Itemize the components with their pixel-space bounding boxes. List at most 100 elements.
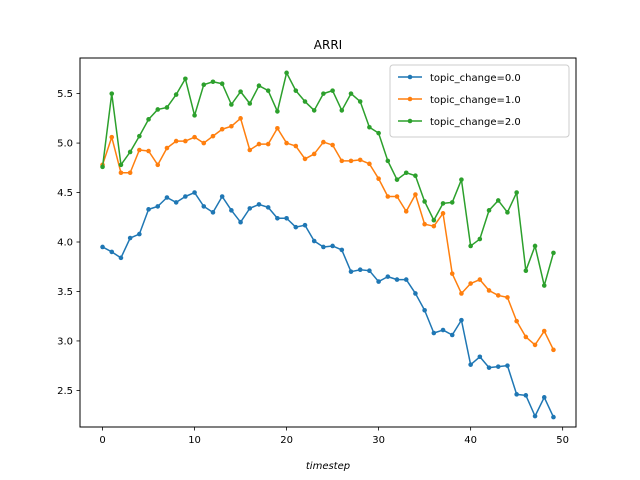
- data-point: [284, 140, 289, 146]
- data-point: [551, 347, 556, 353]
- data-point: [385, 158, 391, 164]
- series-0: [100, 190, 556, 420]
- data-point: [514, 318, 519, 324]
- y-tick-label: 4.5: [57, 188, 73, 199]
- data-point: [495, 364, 501, 369]
- series-1: [100, 116, 556, 353]
- data-point: [551, 250, 556, 256]
- data-point: [422, 221, 427, 227]
- legend-label: topic_change=1.0: [430, 95, 521, 106]
- data-point: [293, 88, 299, 93]
- data-point: [275, 109, 280, 114]
- y-tick-label: 3.0: [57, 336, 73, 347]
- data-point: [302, 99, 308, 104]
- data-point: [403, 209, 409, 214]
- data-point: [302, 222, 308, 228]
- data-point: [275, 125, 280, 131]
- data-point: [109, 249, 115, 255]
- data-point: [173, 92, 179, 97]
- data-point: [293, 143, 299, 149]
- data-point: [339, 158, 345, 164]
- data-point: [118, 170, 124, 176]
- data-point: [100, 244, 105, 250]
- data-point: [109, 91, 115, 96]
- x-axis: 0 10 20 30 40 50: [99, 427, 569, 446]
- data-point: [265, 141, 271, 147]
- series-2: [100, 70, 556, 288]
- legend-item: topic_change=2.0: [398, 117, 521, 128]
- data-point: [238, 89, 243, 94]
- data-point: [219, 81, 225, 87]
- data-point: [238, 219, 243, 225]
- data-point: [311, 108, 317, 113]
- data-point: [431, 217, 437, 223]
- data-point: [532, 243, 538, 249]
- data-point: [367, 268, 372, 273]
- data-point: [146, 117, 151, 122]
- data-point: [394, 277, 400, 282]
- axes-frame: [79, 57, 577, 428]
- data-point: [265, 205, 271, 210]
- data-point: [229, 208, 234, 213]
- data-point: [155, 204, 161, 209]
- y-tick-label: 5.0: [57, 139, 73, 150]
- data-point: [238, 116, 243, 121]
- data-point: [109, 134, 115, 140]
- x-tick-label: 0: [99, 435, 105, 446]
- data-point: [330, 142, 335, 148]
- data-point: [284, 70, 289, 76]
- legend-label: topic_change=2.0: [430, 117, 521, 128]
- data-point: [422, 307, 427, 313]
- x-tick-label: 30: [372, 435, 385, 446]
- data-point: [127, 170, 133, 176]
- data-point: [173, 138, 179, 144]
- data-point: [357, 157, 363, 163]
- data-point: [330, 88, 335, 93]
- data-point: [403, 170, 409, 176]
- data-point: [321, 91, 326, 96]
- data-point: [137, 133, 142, 139]
- data-point: [523, 268, 529, 273]
- data-point: [495, 293, 501, 298]
- x-axis-label: timestep: [306, 461, 350, 472]
- data-point: [477, 277, 483, 282]
- data-point: [367, 161, 372, 167]
- data-point: [422, 199, 427, 204]
- data-point: [440, 201, 446, 206]
- data-point: [275, 215, 280, 221]
- data-point: [532, 342, 538, 348]
- legend: topic_change=0.0 topic_change=1.0 topic_ch…: [389, 64, 570, 138]
- chart-title: ARRI: [314, 38, 342, 52]
- data-point: [155, 107, 161, 112]
- data-point: [541, 328, 547, 334]
- data-point: [413, 291, 418, 296]
- legend-item: topic_change=1.0: [398, 95, 521, 106]
- data-point: [219, 194, 225, 199]
- data-point: [385, 274, 391, 279]
- data-point: [505, 295, 510, 300]
- data-point: [486, 365, 492, 370]
- data-point: [118, 255, 124, 261]
- data-point: [229, 123, 234, 129]
- data-point: [330, 243, 335, 249]
- data-point: [247, 101, 253, 106]
- x-tick-label: 50: [556, 435, 569, 446]
- data-point: [100, 164, 105, 170]
- y-tick-label: 5.5: [57, 89, 73, 100]
- y-axis: 2.5 3.0 3.5 4.0 4.5 5.0 5.5: [57, 89, 80, 397]
- data-point: [459, 177, 464, 182]
- data-point: [449, 200, 455, 205]
- data-point: [127, 235, 133, 241]
- data-point: [431, 223, 437, 229]
- data-point: [348, 91, 354, 96]
- data-point: [486, 208, 492, 213]
- data-point: [495, 198, 501, 203]
- data-point: [449, 332, 455, 338]
- data-point: [523, 334, 529, 340]
- data-point: [210, 210, 216, 215]
- data-point: [551, 414, 556, 420]
- legend-item: topic_change=0.0: [398, 73, 521, 84]
- data-point: [192, 134, 197, 140]
- legend-marker: [407, 118, 413, 124]
- legend-box: [389, 64, 570, 138]
